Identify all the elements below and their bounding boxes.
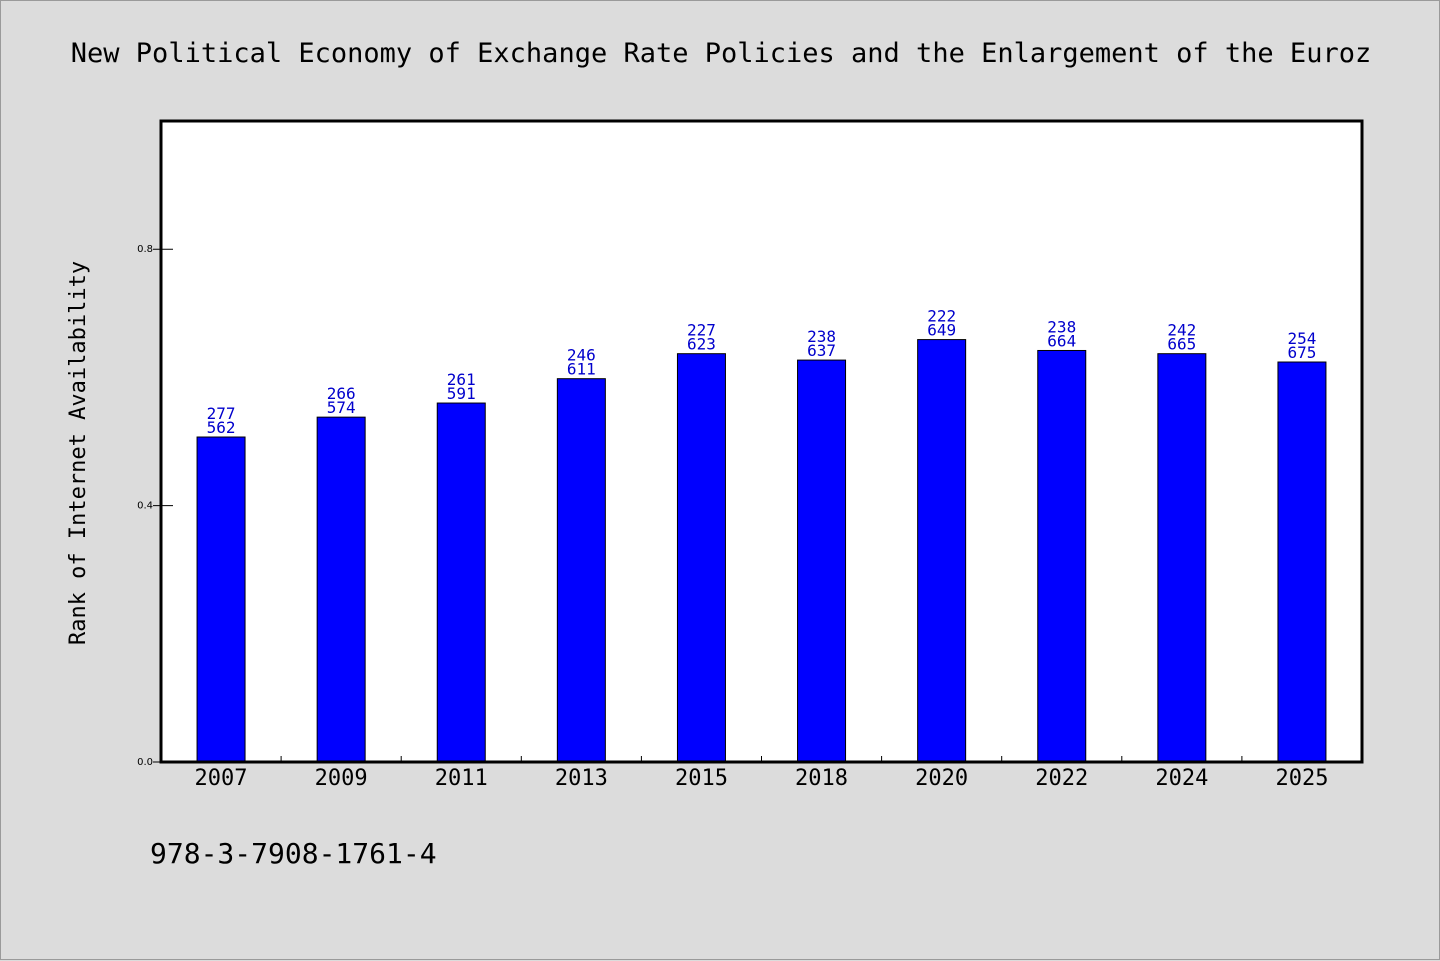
x-tick-label: 2011 <box>435 766 488 791</box>
x-tick-label: 2015 <box>675 766 728 791</box>
bar-2020 <box>917 339 967 763</box>
bar-label-top: 261 <box>447 370 476 389</box>
chart-title: New Political Economy of Exchange Rate P… <box>71 38 1371 69</box>
y-tick-label: 0.4 <box>137 501 153 512</box>
bar-label-top: 238 <box>1047 317 1076 336</box>
bar-2015 <box>676 353 726 763</box>
bar-2007 <box>196 436 246 763</box>
bar-label-bottom: 665 <box>1167 335 1196 354</box>
bar-2013 <box>556 378 606 763</box>
bar-label-bottom: 562 <box>207 418 236 437</box>
bar-label-top: 222 <box>927 307 956 326</box>
bar-label-bottom: 574 <box>327 398 356 417</box>
y-tick-label: 0.8 <box>137 244 153 255</box>
x-tick-label: 2020 <box>915 766 968 791</box>
bar-2022 <box>1037 349 1087 763</box>
x-tick-label: 2018 <box>795 766 848 791</box>
x-axis-ticks: 2007 2009 2011 2013 2015 2018 2020 2022 2024 2025 <box>195 756 1328 791</box>
bar-label-bottom: 591 <box>447 384 476 403</box>
isbn-text: 978-3-7908-1761-4 <box>150 837 437 870</box>
bar-2024 <box>1157 353 1207 763</box>
x-tick-label: 2013 <box>555 766 608 791</box>
x-tick-label: 2025 <box>1275 766 1328 791</box>
bar-series <box>196 339 1327 763</box>
bar-label-bottom: 675 <box>1287 343 1316 362</box>
bar-2011 <box>436 402 486 763</box>
bar-label-top: 254 <box>1287 329 1316 348</box>
y-tick-label: 0.0 <box>137 757 153 768</box>
x-tick-label: 2007 <box>195 766 248 791</box>
bar-label-top: 266 <box>327 384 356 403</box>
plot-frame <box>159 119 1364 764</box>
x-tick-label: 2024 <box>1155 766 1208 791</box>
bar-2025 <box>1277 361 1327 763</box>
bar-label-top: 277 <box>207 404 236 423</box>
bar-label-bottom: 664 <box>1047 331 1076 350</box>
bar-label-top: 246 <box>567 346 596 365</box>
bar-label-top: 238 <box>807 327 836 346</box>
bar-label-bottom: 637 <box>807 341 836 360</box>
bar-label-bottom: 649 <box>927 321 956 340</box>
bar-label-top: 242 <box>1167 321 1196 340</box>
bar-2018 <box>797 359 847 763</box>
bar-label-top: 227 <box>687 321 716 340</box>
bar-label-bottom: 611 <box>567 360 596 379</box>
x-tick-label: 2022 <box>1035 766 1088 791</box>
y-axis-label: Rank of Internet Availability <box>66 261 91 645</box>
x-tick-label: 2009 <box>315 766 368 791</box>
bar-2009 <box>316 416 366 763</box>
bar-label-bottom: 623 <box>687 335 716 354</box>
